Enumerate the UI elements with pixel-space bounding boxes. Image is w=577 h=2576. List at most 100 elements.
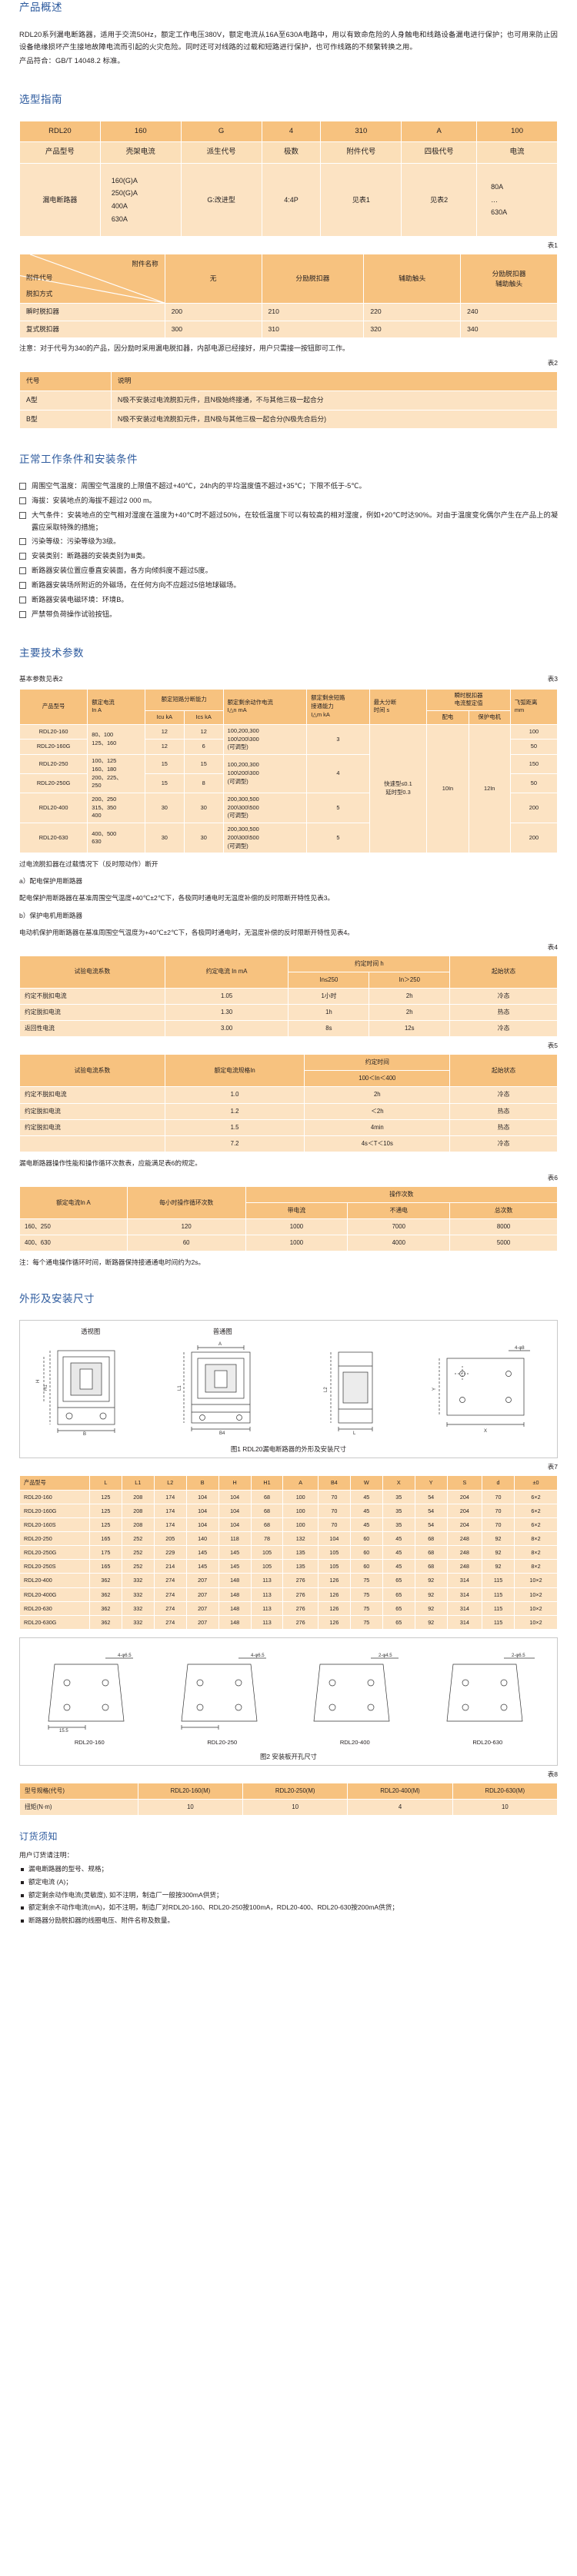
dim-cell: 148 xyxy=(218,1587,252,1602)
ordering-item: 断路器分励脱扣器的线圈电压、附件名称及数量。 xyxy=(19,1915,558,1926)
life-row: 400、630 60 1000 4000 5000 xyxy=(19,1235,558,1252)
diagonal-lines-icon xyxy=(20,254,165,303)
condition-item: 严禁带负荷操作试验按钮。 xyxy=(19,609,558,621)
dim-cell: 248 xyxy=(446,1531,483,1547)
condition-item: 周围空气温度：周围空气温度的上限值不超过+40℃，24h内的平均温度值不超过+3… xyxy=(19,480,558,493)
section-title-ordering: 订货须知 xyxy=(19,1831,58,1843)
dim-cell: 204 xyxy=(446,1489,483,1504)
dim-cell: 132 xyxy=(282,1531,319,1547)
accessory-header-1: 分励脱扣器 xyxy=(261,254,365,304)
panel-label-2: RDL20-400 xyxy=(339,1739,370,1747)
dim-model: RDL20-250 xyxy=(19,1531,90,1547)
spec-idn: 100,200,300 100\200\300 (可调型) xyxy=(222,723,308,756)
spec-idn: 200,300,500 200\300\500 (可调型) xyxy=(222,823,308,854)
trip-characteristics-table-4: 试验电流系数 约定电流 In mA 约定时间 h 起始状态 In≤250 In＞… xyxy=(19,955,558,1038)
dim-cell: 135 xyxy=(282,1559,319,1574)
dim-cell: 75 xyxy=(349,1600,383,1616)
condition-item: 海拔：安装地点的海拔不超过2 000 m。 xyxy=(19,495,558,507)
dim-cell: 105 xyxy=(317,1559,351,1574)
dim-cell: 68 xyxy=(250,1489,284,1504)
dim-model: RDL20-250S xyxy=(19,1559,90,1574)
dim-cell: 104 xyxy=(218,1489,252,1504)
spec-header-row-2: Icu kA Ics kA 配电 保护电机 xyxy=(20,710,558,725)
panel-mark-250: 4-φ6.5 xyxy=(251,1654,265,1658)
dim-cell: 45 xyxy=(349,1517,383,1533)
trip5-row: 7.2 4s＜T＜10s 冷态 xyxy=(19,1135,558,1152)
trip5-label: 约定不脱扣电流 xyxy=(19,1086,165,1104)
pole-code-row-a: A型 N极不安装过电流脱扣元件，且N极始终接通，不与其他三极一起合分 xyxy=(19,390,559,410)
trip5-row: 约定脱扣电流 1.2 ＜2h 热态 xyxy=(19,1102,558,1120)
dim-cell: 252 xyxy=(121,1531,155,1547)
ordering-list: 漏电断路器的型号、规格； 额定电流 (A)； 额定剩余动作电流(灵敏度), 如不… xyxy=(19,1863,558,1926)
dim-cell: 165 xyxy=(88,1559,122,1574)
dim-model: RDL20-250G xyxy=(19,1545,90,1561)
specs-caption: 基本参数见表2 xyxy=(19,675,63,683)
dim-cell: 60 xyxy=(349,1545,383,1561)
dim-cell: 362 xyxy=(88,1573,122,1588)
dim-cell: 10×2 xyxy=(514,1614,558,1630)
life-table-number: 表6 xyxy=(547,1173,558,1182)
ordering-item: 额定剩余动作电流(灵敏度), 如不注明，制造厂一般按300mA供货； xyxy=(19,1890,558,1901)
trip5-h-3: 起始状态 xyxy=(449,1054,558,1088)
selection-value-5: 见表2 xyxy=(401,163,478,238)
selection-value-1: 160(G)A 250(G)A 400A 630A xyxy=(99,163,182,238)
dim-cell: 45 xyxy=(382,1531,415,1547)
panel-mark-400: 2-φ4.5 xyxy=(379,1654,392,1658)
dim-cell: 68 xyxy=(250,1503,284,1518)
dim-cell: 115 xyxy=(482,1573,515,1588)
datasheet-page: 产品概述 RDL20系列漏电断路器，适用于交流50Hz，额定工作电压380V，额… xyxy=(18,2,559,1926)
dim-cell: 248 xyxy=(446,1559,483,1574)
life-current: 160、250 xyxy=(19,1218,128,1236)
trip4-label: 约定脱扣电流 xyxy=(19,1003,165,1022)
panel-cutout-row: 4-φ6.5 15.5 RDL20-160 xyxy=(25,1652,552,1747)
dim-cell: 207 xyxy=(185,1587,219,1602)
accessory-header-0: 无 xyxy=(164,254,262,304)
dim-cell: 70 xyxy=(317,1503,351,1518)
dim-cell: 118 xyxy=(218,1531,252,1547)
trip4-h-2: 约定时间 h xyxy=(288,955,451,972)
spec-model: RDL20-250 xyxy=(18,754,88,775)
dim-cell: 145 xyxy=(218,1559,252,1574)
selection-label-0: 产品型号 xyxy=(19,141,101,165)
life-h-current: 额定电流In A xyxy=(19,1185,128,1220)
accessory-note: 注意：对于代号为340的产品，因分励时采用漏电脱扣器，内部电源已经接好，用户只需… xyxy=(19,344,350,352)
dim-cell: 113 xyxy=(250,1614,284,1630)
dim-cell: 248 xyxy=(446,1545,483,1561)
condition-item: 断路器安装场所附近的外磁场，在任何方向不应超过5倍地球磁场。 xyxy=(19,580,558,592)
life-loaded: 1000 xyxy=(245,1218,349,1236)
accessory-corner-cell: 附件名称 附件代号 脱扣方式 xyxy=(19,254,165,304)
spec-h-dist: 配电 xyxy=(426,710,469,725)
spec-ics: 12 xyxy=(183,723,224,740)
accessory-cell-0-0: 200 xyxy=(164,303,262,321)
dim-cell: 8×2 xyxy=(514,1559,558,1574)
trip4-header-row-2: In≤250 In＞250 xyxy=(20,971,558,989)
selection-value-6: 80A … 630A xyxy=(476,163,558,238)
dim-cell: 174 xyxy=(153,1503,187,1518)
pole-code-b-desc: N极不安装过电流脱扣元件，且N极与其他三极一起合分(N极先合后分) xyxy=(110,409,559,430)
svg-text:H: H xyxy=(36,1380,41,1383)
dim-cell: 314 xyxy=(446,1600,483,1616)
accessory-cell-1-2: 320 xyxy=(363,320,462,338)
dim-cell: 70 xyxy=(482,1517,515,1533)
spec-note-2: a）配电保护用断路器 xyxy=(19,877,83,886)
ordering-item: 额定电流 (A)； xyxy=(19,1876,558,1888)
panel-cutout-drawing-250: 4-φ6.5 xyxy=(181,1654,266,1730)
dim-cell: 145 xyxy=(185,1545,219,1561)
spec-ics: 30 xyxy=(183,823,224,854)
mounting-hole-drawing: 4-φ8 Y X xyxy=(432,1346,531,1434)
trip5-header-row-1: 试验电流系数 额定电流规格In 约定时间 起始状态 xyxy=(19,1054,558,1088)
dim-cell: 6×2 xyxy=(514,1517,558,1533)
dim-cell: 68 xyxy=(414,1545,448,1561)
dim-cell: 75 xyxy=(349,1573,383,1588)
dim-h-9: W xyxy=(349,1475,383,1491)
dim-h-4: B xyxy=(185,1475,219,1491)
dim-cell: 70 xyxy=(482,1489,515,1504)
trip4-sub-0: In≤250 xyxy=(288,971,370,989)
selection-label-1: 壳架电流 xyxy=(99,141,182,165)
accessory-header-row: 附件名称 附件代号 脱扣方式 无 分励脱扣器 辅助触头 分励脱扣器 辅助触头 xyxy=(19,254,558,304)
dim-cell: 104 xyxy=(185,1517,219,1533)
dim-cell: 70 xyxy=(317,1517,351,1533)
selection-code-1: 160 xyxy=(99,120,182,143)
trip4-h-3: 起始状态 xyxy=(449,955,558,989)
dim-cell: 208 xyxy=(121,1517,155,1533)
